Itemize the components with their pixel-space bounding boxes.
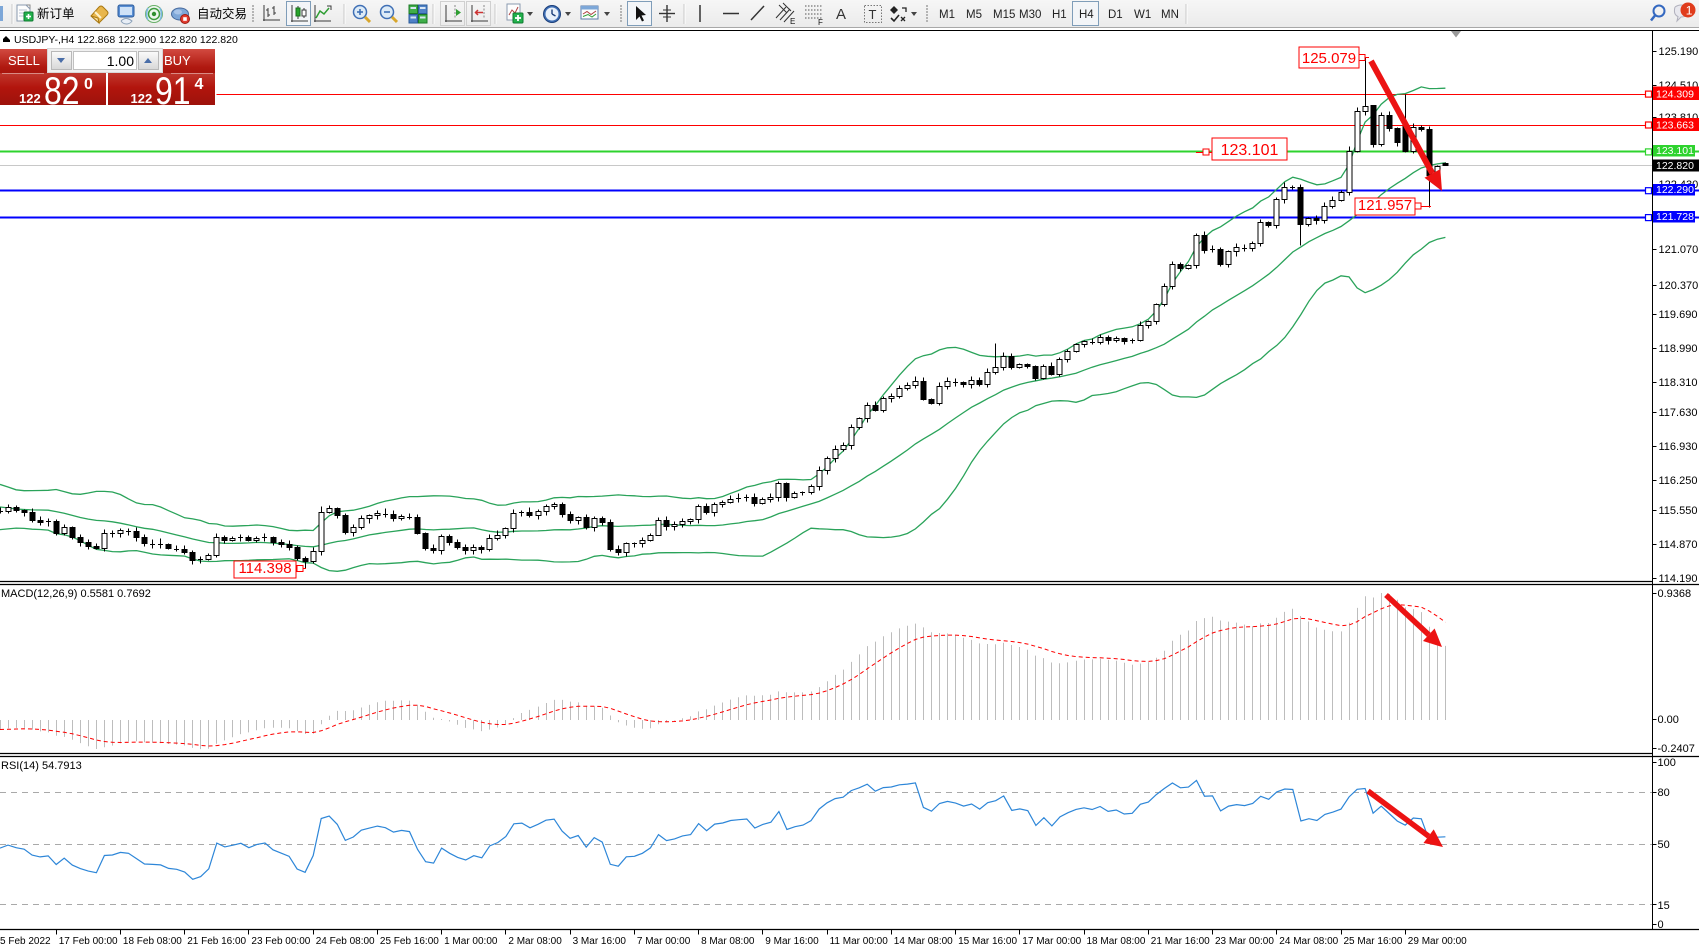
svg-text:-0.2407: -0.2407: [1658, 743, 1695, 755]
svg-text:MN: MN: [1161, 9, 1179, 21]
svg-text:H4: H4: [1079, 9, 1094, 21]
svg-text:15 Mar 16:00: 15 Mar 16:00: [958, 936, 1017, 947]
svg-text:29 Mar 00:00: 29 Mar 00:00: [1408, 936, 1467, 947]
svg-text:RSI(14) 54.7913: RSI(14) 54.7913: [1, 760, 82, 772]
svg-text:21 Feb 16:00: 21 Feb 16:00: [187, 936, 246, 947]
svg-text:9 Mar 16:00: 9 Mar 16:00: [765, 936, 819, 947]
svg-text:T: T: [869, 7, 877, 22]
svg-text:M30: M30: [1019, 9, 1041, 21]
svg-text:116.930: 116.930: [1659, 441, 1698, 453]
svg-text:115.550: 115.550: [1659, 505, 1698, 517]
svg-text:125.190: 125.190: [1659, 46, 1699, 58]
svg-text:21 Mar 16:00: 21 Mar 16:00: [1151, 936, 1210, 947]
svg-text:11 Mar 00:00: 11 Mar 00:00: [830, 936, 889, 947]
svg-text:122.820: 122.820: [1656, 160, 1694, 172]
svg-text:25 Feb 16:00: 25 Feb 16:00: [380, 936, 439, 947]
svg-text:新订单: 新订单: [37, 6, 75, 21]
svg-text:24 Feb 08:00: 24 Feb 08:00: [316, 936, 375, 947]
svg-text:25 Mar 16:00: 25 Mar 16:00: [1344, 936, 1403, 947]
svg-text:121.728: 121.728: [1656, 211, 1694, 223]
svg-text:E: E: [790, 17, 795, 26]
svg-text:114.398: 114.398: [238, 560, 291, 577]
svg-text:114.190: 114.190: [1659, 573, 1698, 585]
svg-text:15: 15: [1658, 900, 1670, 912]
svg-text:121.957: 121.957: [1358, 197, 1412, 214]
svg-text:3 Mar 16:00: 3 Mar 16:00: [573, 936, 627, 947]
svg-text:117.630: 117.630: [1659, 407, 1698, 419]
svg-text:114.870: 114.870: [1659, 539, 1698, 551]
svg-text:123.101: 123.101: [1656, 145, 1694, 157]
svg-text:123.663: 123.663: [1656, 120, 1694, 132]
svg-text:USDJPY-,H4 122.868 122.900 12: USDJPY-,H4 122.868 122.900 122.820 122.8…: [14, 34, 238, 46]
svg-text:M15: M15: [993, 9, 1015, 21]
svg-text:0.9368: 0.9368: [1658, 588, 1692, 600]
svg-text:17 Feb 00:00: 17 Feb 00:00: [59, 936, 118, 947]
svg-text:0.00: 0.00: [1658, 714, 1679, 726]
svg-text:M1: M1: [939, 9, 955, 21]
svg-text:50: 50: [1658, 839, 1670, 851]
svg-text:18 Mar 08:00: 18 Mar 08:00: [1087, 936, 1146, 947]
svg-text:119.690: 119.690: [1659, 309, 1698, 321]
svg-text:14 Mar 08:00: 14 Mar 08:00: [894, 936, 953, 947]
svg-text:100: 100: [1658, 757, 1676, 769]
svg-text:120.370: 120.370: [1659, 280, 1699, 292]
svg-text:116.250: 116.250: [1659, 475, 1698, 487]
svg-text:H1: H1: [1052, 9, 1067, 21]
svg-text:W1: W1: [1134, 9, 1151, 21]
svg-text:125.079: 125.079: [1302, 50, 1356, 67]
svg-text:17 Mar 00:00: 17 Mar 00:00: [1022, 936, 1081, 947]
svg-text:118.310: 118.310: [1659, 377, 1698, 389]
svg-text:23 Mar 00:00: 23 Mar 00:00: [1215, 936, 1274, 947]
svg-text:D1: D1: [1108, 9, 1123, 21]
svg-text:80: 80: [1658, 787, 1670, 799]
svg-text:18 Feb 08:00: 18 Feb 08:00: [123, 936, 182, 947]
svg-text:1: 1: [1686, 4, 1693, 18]
svg-text:24 Mar 08:00: 24 Mar 08:00: [1279, 936, 1338, 947]
svg-text:2 Mar 08:00: 2 Mar 08:00: [508, 936, 562, 947]
svg-text:118.990: 118.990: [1659, 343, 1698, 355]
svg-text:124.309: 124.309: [1656, 89, 1694, 101]
svg-text:自动交易: 自动交易: [197, 6, 247, 21]
svg-text:8 Mar 08:00: 8 Mar 08:00: [701, 936, 755, 947]
svg-text:A: A: [836, 6, 846, 23]
svg-text:122.290: 122.290: [1656, 184, 1694, 196]
svg-text:5 Feb 2022: 5 Feb 2022: [0, 936, 51, 947]
svg-text:123.101: 123.101: [1221, 142, 1279, 159]
svg-text:7 Mar 00:00: 7 Mar 00:00: [637, 936, 691, 947]
svg-text:121.070: 121.070: [1659, 244, 1699, 256]
svg-text:F: F: [818, 18, 823, 27]
svg-text:1 Mar 00:00: 1 Mar 00:00: [444, 936, 498, 947]
svg-text:0: 0: [1658, 919, 1664, 931]
svg-text:23 Feb 00:00: 23 Feb 00:00: [251, 936, 310, 947]
svg-text:M5: M5: [966, 9, 982, 21]
svg-text:MACD(12,26,9) 0.5581 0.7692: MACD(12,26,9) 0.5581 0.7692: [1, 588, 151, 600]
